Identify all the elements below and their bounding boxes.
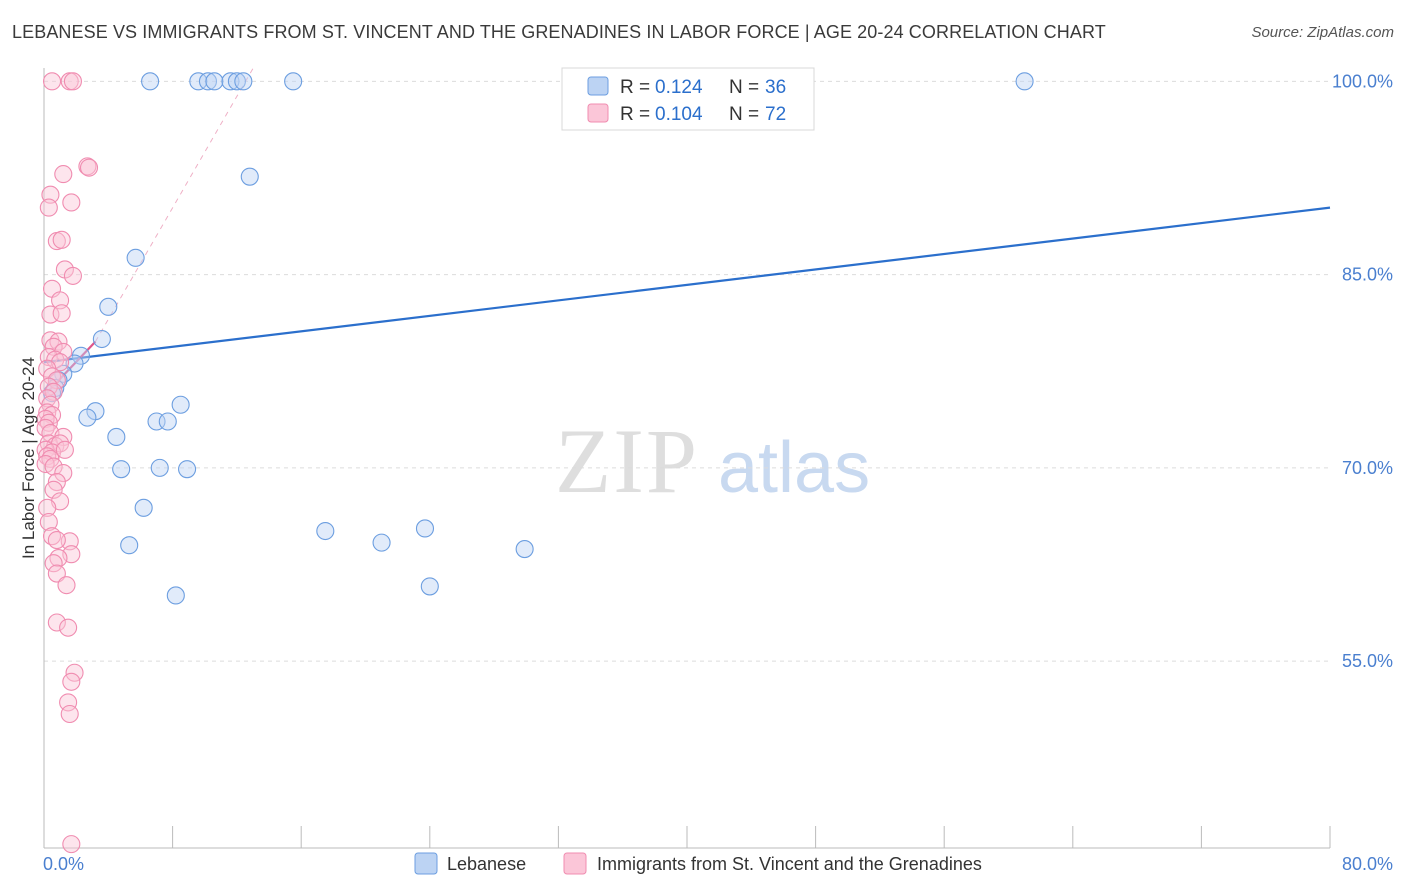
x-tick-label-max: 80.0% <box>1342 854 1393 874</box>
point-lebanese <box>141 72 160 91</box>
point-svg <box>62 672 81 691</box>
point-svg <box>39 377 58 396</box>
point-svg <box>44 457 63 476</box>
point-svg <box>57 576 76 595</box>
point-svg <box>36 418 55 437</box>
y-tick-label: 85.0% <box>1342 265 1393 285</box>
trend-line-lebanese <box>43 206 1331 364</box>
y-tick-label: 55.0% <box>1342 651 1393 671</box>
point-svg <box>62 835 81 854</box>
point-lebanese <box>126 248 145 267</box>
point-lebanese <box>221 72 240 91</box>
point-svg <box>42 72 62 91</box>
point-lebanese <box>234 72 253 91</box>
point-lebanese <box>189 72 208 91</box>
point-lebanese <box>316 521 335 541</box>
stats-r-label: R = <box>620 104 650 125</box>
data-points <box>36 72 1034 854</box>
point-svg <box>47 530 66 550</box>
stats-n-label: N = <box>729 77 759 98</box>
point-svg <box>38 447 57 466</box>
point-svg <box>79 158 99 177</box>
legend-swatch-lebanese <box>414 852 438 875</box>
point-svg <box>60 704 79 724</box>
stats-r-label: R = <box>620 77 650 98</box>
point-lebanese <box>284 72 303 91</box>
point-svg <box>55 440 74 459</box>
stats-swatch-svg <box>587 103 609 123</box>
y-tick-label: 70.0% <box>1342 458 1393 478</box>
point-lebanese <box>420 577 439 596</box>
point-lebanese <box>99 297 118 316</box>
y-tick-labels: 100.0% 85.0% 70.0% 55.0% <box>1332 71 1393 671</box>
point-svg <box>54 463 73 483</box>
point-lebanese <box>227 72 246 91</box>
stats-n-value: 72 <box>765 104 786 125</box>
watermark-zip: ZIP <box>555 410 699 512</box>
point-svg <box>49 332 68 351</box>
point-lebanese <box>92 329 111 349</box>
point-lebanese <box>158 412 177 431</box>
point-svg <box>59 693 78 712</box>
point-lebanese <box>1015 72 1034 91</box>
stats-r-value: 0.124 <box>655 77 703 98</box>
point-lebanese <box>134 498 153 517</box>
point-lebanese <box>107 427 126 447</box>
point-lebanese <box>150 458 169 477</box>
point-svg <box>52 230 71 249</box>
point-svg <box>59 618 78 637</box>
point-lebanese <box>515 540 534 559</box>
stats-box: R = 0.124 N = 36 R = 0.104 N = 72 <box>561 67 815 131</box>
point-svg <box>44 480 63 499</box>
point-svg <box>63 72 82 91</box>
y-tick-label: 100.0% <box>1332 71 1393 91</box>
legend-label-svg: Immigrants from St. Vincent and the Gren… <box>597 854 982 874</box>
point-lebanese <box>78 408 97 427</box>
axes <box>43 68 1331 849</box>
point-lebanese <box>178 460 197 479</box>
point-svg <box>38 498 57 517</box>
trend-line-svg-extension <box>95 68 254 342</box>
point-lebanese <box>112 460 131 479</box>
point-lebanese <box>372 533 391 552</box>
stats-swatch-lebanese <box>587 76 609 96</box>
point-lebanese <box>198 72 218 91</box>
point-lebanese <box>65 354 84 373</box>
point-lebanese <box>240 167 259 186</box>
point-svg <box>39 198 58 217</box>
point-svg <box>54 165 73 184</box>
stats-n-value: 36 <box>765 77 786 98</box>
y-axis-label: In Labor Force | Age 20-24 <box>19 357 38 559</box>
stats-r-value: 0.104 <box>655 104 703 125</box>
source-credit: Source: ZipAtlas.com <box>1251 24 1394 41</box>
point-lebanese <box>120 536 139 555</box>
point-svg <box>47 613 66 632</box>
x-tick-label-min: 0.0% <box>43 854 84 874</box>
legend-swatch-svg <box>563 852 587 875</box>
point-lebanese <box>171 395 190 414</box>
chart-title: LEBANESE VS IMMIGRANTS FROM ST. VINCENT … <box>12 22 1106 42</box>
point-svg <box>47 564 66 583</box>
stats-n-label: N = <box>729 104 759 125</box>
point-svg <box>62 193 81 212</box>
point-svg <box>52 304 71 323</box>
point-lebanese <box>415 519 435 538</box>
gridlines <box>44 80 1330 662</box>
point-svg <box>44 554 63 573</box>
point-svg <box>63 266 82 285</box>
legend-label-lebanese: Lebanese <box>447 854 526 874</box>
point-svg <box>39 512 58 532</box>
point-lebanese <box>166 586 185 605</box>
point-svg <box>49 549 68 568</box>
point-lebanese <box>205 72 224 91</box>
legend: Lebanese Immigrants from St. Vincent and… <box>414 852 982 875</box>
